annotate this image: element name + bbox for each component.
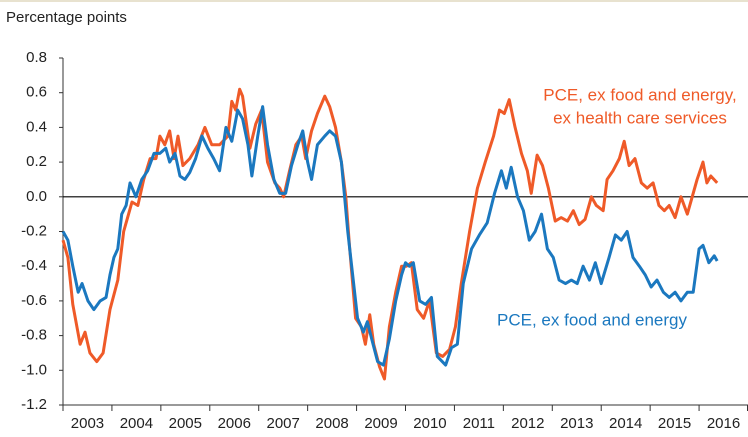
series-line — [61, 87, 719, 381]
y-axis-label: Percentage points — [6, 9, 127, 26]
y-tick-label: -0.6 — [21, 292, 47, 309]
y-tick-label: -0.2 — [21, 222, 47, 239]
y-tick-label: -0.4 — [21, 257, 47, 274]
x-tick-label: 2015 — [658, 415, 691, 432]
x-tick-label: 2007 — [266, 415, 299, 432]
x-tick-label: 2009 — [364, 415, 397, 432]
y-tick-label: 0.8 — [26, 49, 47, 66]
y-tick-label: 0.0 — [26, 188, 47, 205]
y-tick-label: 0.2 — [26, 153, 47, 170]
x-tick-label: 2004 — [120, 415, 153, 432]
x-tick-label: 2016 — [707, 415, 740, 432]
x-tick-label: 2013 — [560, 415, 593, 432]
x-tick-label: 2014 — [609, 415, 642, 432]
y-tick-label: -0.8 — [21, 327, 47, 344]
x-tick-label: 2008 — [315, 415, 348, 432]
x-tick-label: 2005 — [169, 415, 202, 432]
y-tick-label: -1.2 — [21, 396, 47, 413]
x-tick-label: 2010 — [413, 415, 446, 432]
y-tick-label: -1.0 — [21, 361, 47, 378]
x-tick-label: 2011 — [463, 415, 495, 432]
series-line — [61, 105, 719, 367]
series-label: PCE, ex food and energy — [497, 310, 687, 329]
x-tick-label: 2012 — [511, 415, 544, 432]
series-label: PCE, ex food and energy, — [543, 85, 736, 104]
y-tick-label: 0.6 — [26, 84, 47, 101]
series-label: ex health care services — [553, 108, 727, 127]
y-tick-label: 0.4 — [26, 118, 47, 135]
x-tick-label: 2006 — [218, 415, 251, 432]
x-tick-label: 2003 — [71, 415, 104, 432]
